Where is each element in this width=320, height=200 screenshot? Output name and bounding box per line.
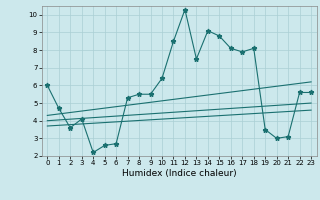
X-axis label: Humidex (Indice chaleur): Humidex (Indice chaleur) [122, 169, 236, 178]
